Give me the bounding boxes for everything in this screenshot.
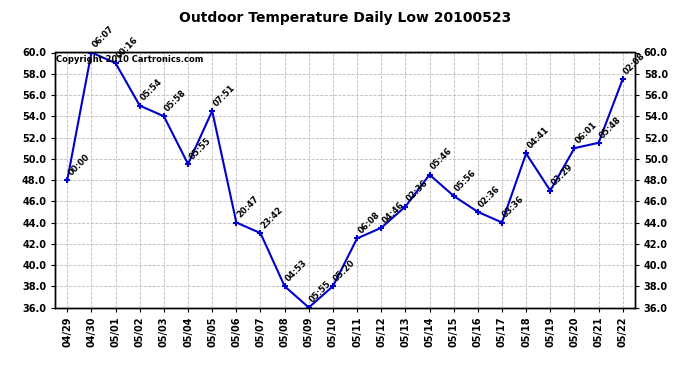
Text: 05:46: 05:46: [428, 147, 454, 172]
Text: 02:36: 02:36: [477, 184, 502, 209]
Text: 05:55: 05:55: [308, 279, 333, 305]
Text: 05:55: 05:55: [187, 136, 213, 161]
Text: 02:36: 02:36: [404, 178, 430, 204]
Text: 06:01: 06:01: [573, 120, 599, 146]
Text: 05:48: 05:48: [598, 115, 623, 140]
Text: 02:08: 02:08: [622, 51, 647, 76]
Text: Outdoor Temperature Daily Low 20100523: Outdoor Temperature Daily Low 20100523: [179, 11, 511, 25]
Text: 04:46: 04:46: [380, 200, 406, 225]
Text: 06:07: 06:07: [90, 25, 116, 50]
Text: 03:29: 03:29: [549, 163, 575, 188]
Text: 06:08: 06:08: [356, 210, 382, 236]
Text: 20:47: 20:47: [235, 195, 261, 220]
Text: 05:54: 05:54: [139, 78, 164, 103]
Text: 03:36: 03:36: [501, 195, 526, 220]
Text: 23:42: 23:42: [259, 205, 285, 230]
Text: 05:20: 05:20: [332, 258, 357, 284]
Text: 00:16: 00:16: [115, 35, 140, 60]
Text: 05:56: 05:56: [453, 168, 478, 193]
Text: 00:00: 00:00: [66, 152, 92, 177]
Text: 05:58: 05:58: [163, 88, 188, 114]
Text: Copyright 2010 Cartronics.com: Copyright 2010 Cartronics.com: [56, 55, 203, 64]
Text: 04:53: 04:53: [284, 258, 309, 284]
Text: 07:51: 07:51: [211, 83, 237, 108]
Text: 04:41: 04:41: [525, 125, 551, 151]
